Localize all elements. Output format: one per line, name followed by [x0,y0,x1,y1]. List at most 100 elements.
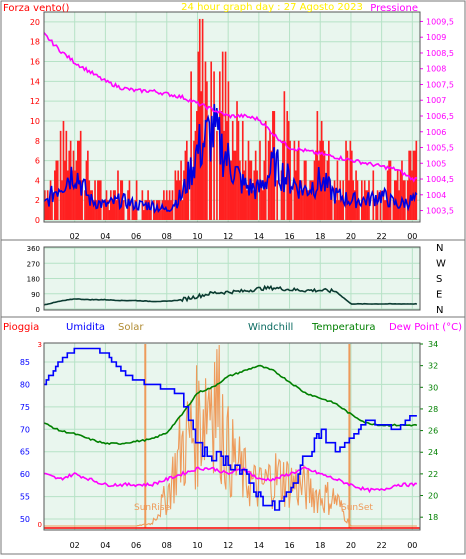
wind-gust-bar-239 [386,170,389,220]
wind-gust-bar-133 [234,150,237,220]
wind-gust-bar-34 [92,200,95,220]
wind-gust-bar-52 [118,200,121,220]
compass-label-1: W [436,259,446,270]
y-tick-top-right-1: 1004 [426,191,446,200]
wind-gust-bar-214 [350,150,353,220]
wind-gust-bar-139 [243,170,246,220]
wind-gust-bar-9 [56,160,59,220]
top-right-title: Pressione [370,3,418,14]
wind-gust-bar-1 [45,200,48,220]
x-tick-bottom-4: 10 [192,541,202,550]
y-tick-top-right-6: 1006,5 [426,112,454,121]
wind-gust-bar-131 [231,120,234,220]
y-tick-humidity-6: 80 [20,380,30,389]
wind-gust-bar-2 [46,190,49,220]
wind-gust-bar-63 [134,200,137,220]
dewpoint-line [44,466,418,494]
y-tick-top-left-5: 10 [30,117,40,126]
wind-gust-bar-4 [49,180,52,220]
wind-gust-bar-12 [61,180,63,220]
humidity-line [44,347,417,511]
wind-gust-bar-200 [330,190,333,220]
y-tick-temp-4: 26 [428,427,438,436]
wind-gust-bar-241 [389,160,392,220]
legend-temperature: Temperatura [311,322,376,333]
x-tick-top-1: 04 [100,232,110,241]
wind-gust-bar-225 [366,190,369,220]
x-tick-top-10: 22 [377,232,387,241]
sunrise-label: SunRise [134,503,171,513]
wind-gust-bar-156 [267,140,270,220]
wind-gust-bar-96 [181,200,184,220]
wind-gust-bar-152 [262,190,264,220]
wind-gust-bar-93 [177,170,180,220]
wind-gust-bar-249 [401,160,403,220]
x-tick-top-8: 18 [315,232,325,241]
y-tick-humidity-4: 70 [20,425,30,434]
x-tick-bottom-9: 20 [346,541,356,550]
compass-label-0: N [436,243,443,254]
wind-gust-bar-100 [187,170,190,220]
temperature-line [43,364,418,446]
wind-gust-bar-165 [280,170,283,220]
y-tick-rain-0: 0 [38,521,42,529]
y-tick-temp-0: 18 [428,513,438,522]
wind-gust-bar-231 [375,200,377,220]
wind-gust-bar-246 [396,170,399,220]
y-tick-top-right-5: 1006 [426,128,446,137]
wind-gust-bar-22 [75,160,78,220]
wind-gust-bar-213 [349,140,352,220]
wind-gust-bar-113 [206,81,208,220]
y-tick-top-left-2: 4 [35,176,40,185]
y-tick-mid-0: 0 [36,306,40,314]
wind-gust-bar-199 [329,180,332,220]
wind-gust-bar-104 [193,140,195,220]
legend-humidity: Umidita [66,322,105,333]
y-tick-humidity-1: 55 [20,493,30,502]
wind-gust-bar-110 [201,18,204,220]
y-tick-humidity-3: 65 [20,448,30,457]
wind-gust-bar-123 [220,111,223,220]
x-tick-bottom-1: 04 [100,541,110,550]
wind-gust-bar-188 [313,160,316,220]
wind-gust-bar-106 [196,111,198,220]
wind-gust-bar-0 [44,190,46,220]
wind-gust-bar-210 [345,140,347,220]
wind-gust-bar-111 [203,140,205,220]
wind-gust-bar-203 [335,200,337,220]
pressure-line [43,32,418,183]
wind-gust-bar-140 [244,160,247,220]
x-tick-top-3: 08 [162,232,172,241]
wind-gust-bar-28 [84,190,86,220]
direction-lines [43,284,418,306]
y-tick-humidity-0: 50 [20,515,30,524]
y-tick-mid-4: 360 [27,245,40,253]
wind-gust-bar-180 [302,190,304,220]
wind-gust-bar-154 [264,120,267,220]
wind-gust-bar-85 [165,190,168,220]
direction-line [43,284,418,306]
wind-gust-bar-92 [175,180,178,220]
wind-gust-bar-130 [230,160,233,220]
wind-gust-bar-153 [263,160,266,220]
wind-gust-bar-15 [65,130,68,220]
wind-gust-bar-26 [81,180,83,220]
wind-gust-bar-187 [312,180,314,220]
y-tick-top-left-8: 16 [30,58,40,67]
x-tick-bottom-10: 22 [377,541,387,550]
wind-gust-bar-232 [376,190,379,220]
solar-line [44,344,417,527]
wind-gust-bar-215 [352,180,355,220]
wind-gust-bar-108 [198,18,201,220]
y-tick-top-left-10: 20 [30,18,40,27]
wind-gust-bar-132 [233,150,235,220]
wind-gust-bar-47 [111,200,114,220]
y-tick-top-left-9: 18 [30,38,40,47]
plot-border-2 [43,342,421,531]
wind-gust-bar-255 [409,150,412,220]
wind-gust-bar-118 [213,71,215,220]
legend-dewpoint: Dew Point (°C) [389,322,462,333]
y-tick-top-left-0: 0 [35,216,40,225]
y-tick-temp-5: 28 [428,405,438,414]
y-tick-top-right-4: 1005,5 [426,144,454,153]
